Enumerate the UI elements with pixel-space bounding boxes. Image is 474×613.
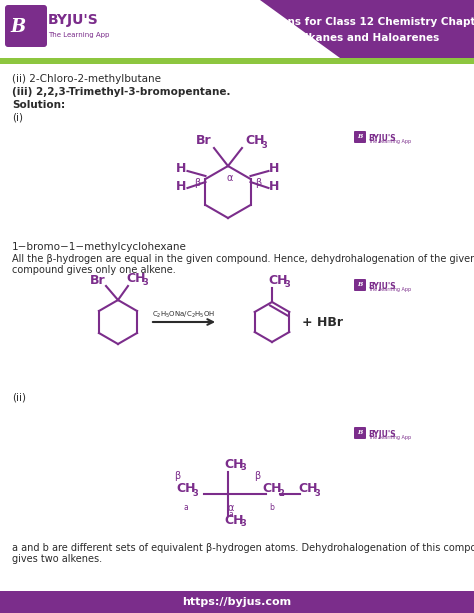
Text: + HBr: + HBr	[302, 316, 343, 329]
Text: BYJU'S: BYJU'S	[368, 430, 396, 439]
Text: All the β-hydrogen are equal in the given compound. Hence, dehydrohalogenation o: All the β-hydrogen are equal in the give…	[12, 254, 474, 264]
Text: The Learning App: The Learning App	[368, 435, 411, 440]
Text: α: α	[228, 503, 234, 513]
Text: 3: 3	[240, 519, 246, 528]
Text: The Learning App: The Learning App	[48, 32, 109, 38]
Polygon shape	[260, 0, 474, 58]
FancyBboxPatch shape	[354, 427, 366, 439]
Text: 2: 2	[278, 489, 284, 498]
Text: H: H	[176, 162, 187, 175]
Text: B: B	[10, 18, 26, 36]
Text: 3: 3	[240, 463, 246, 472]
Text: H: H	[176, 180, 187, 194]
Text: B: B	[357, 134, 363, 140]
Text: β: β	[254, 471, 260, 481]
Text: H: H	[269, 180, 280, 194]
Text: H: H	[269, 162, 280, 175]
Text: BYJU'S: BYJU'S	[368, 134, 396, 143]
Text: 3: 3	[314, 489, 320, 498]
FancyBboxPatch shape	[354, 279, 366, 291]
Bar	[0, 0, 474, 58]
Text: B: B	[357, 283, 363, 287]
Text: β: β	[174, 471, 180, 481]
Text: 3: 3	[284, 280, 290, 289]
Text: CH: CH	[245, 134, 264, 147]
Text: BYJU'S: BYJU'S	[368, 282, 396, 291]
Text: NCERT Solutions for Class 12 Chemistry Chapter 10: NCERT Solutions for Class 12 Chemistry C…	[204, 17, 474, 27]
Text: $\rm C_2H_5ONa/C_2H_5OH$: $\rm C_2H_5ONa/C_2H_5OH$	[152, 310, 216, 320]
Text: CH: CH	[126, 273, 146, 286]
Text: CH: CH	[262, 482, 282, 495]
Text: 3: 3	[192, 489, 198, 498]
Bar	[0, 591, 474, 613]
Text: The Learning App: The Learning App	[368, 287, 411, 292]
FancyBboxPatch shape	[5, 5, 47, 47]
FancyBboxPatch shape	[354, 131, 366, 143]
Text: The Learning App: The Learning App	[368, 139, 411, 144]
Text: (i): (i)	[12, 113, 23, 123]
Text: Br: Br	[90, 273, 106, 286]
Text: compound gives only one alkene.: compound gives only one alkene.	[12, 265, 176, 275]
Text: α: α	[227, 173, 233, 183]
Text: https://byjus.com: https://byjus.com	[182, 597, 292, 607]
Text: 1−bromo−1−methylcyclohexane: 1−bromo−1−methylcyclohexane	[12, 242, 187, 252]
Bar	[0, 58, 474, 64]
Text: CH: CH	[176, 482, 195, 495]
Text: gives two alkenes.: gives two alkenes.	[12, 554, 102, 564]
Text: β: β	[255, 178, 262, 188]
Text: 3: 3	[261, 142, 267, 151]
Text: Solution:: Solution:	[12, 100, 65, 110]
Text: B: B	[357, 430, 363, 435]
Text: (iii) 2,2,3-Trimethyl-3-bromopentane.: (iii) 2,2,3-Trimethyl-3-bromopentane.	[12, 87, 230, 97]
Text: β: β	[194, 178, 201, 188]
Text: Br: Br	[196, 134, 212, 147]
Text: a: a	[228, 510, 233, 519]
Text: 3: 3	[142, 278, 148, 287]
Text: CH: CH	[224, 514, 244, 527]
Text: a: a	[183, 503, 188, 512]
Text: CH: CH	[298, 482, 318, 495]
Text: CH: CH	[268, 275, 288, 287]
Text: a and b are different sets of equivalent β-hydrogen atoms. Dehydrohalogenation o: a and b are different sets of equivalent…	[12, 543, 474, 553]
Text: b: b	[270, 503, 274, 512]
Text: Haloalkanes and Haloarenes: Haloalkanes and Haloarenes	[271, 33, 439, 43]
Text: BYJU'S: BYJU'S	[48, 13, 99, 27]
Text: (ii) 2-Chloro-2-methylbutane: (ii) 2-Chloro-2-methylbutane	[12, 74, 161, 84]
Text: (ii): (ii)	[12, 393, 26, 403]
Text: CH: CH	[224, 457, 244, 471]
